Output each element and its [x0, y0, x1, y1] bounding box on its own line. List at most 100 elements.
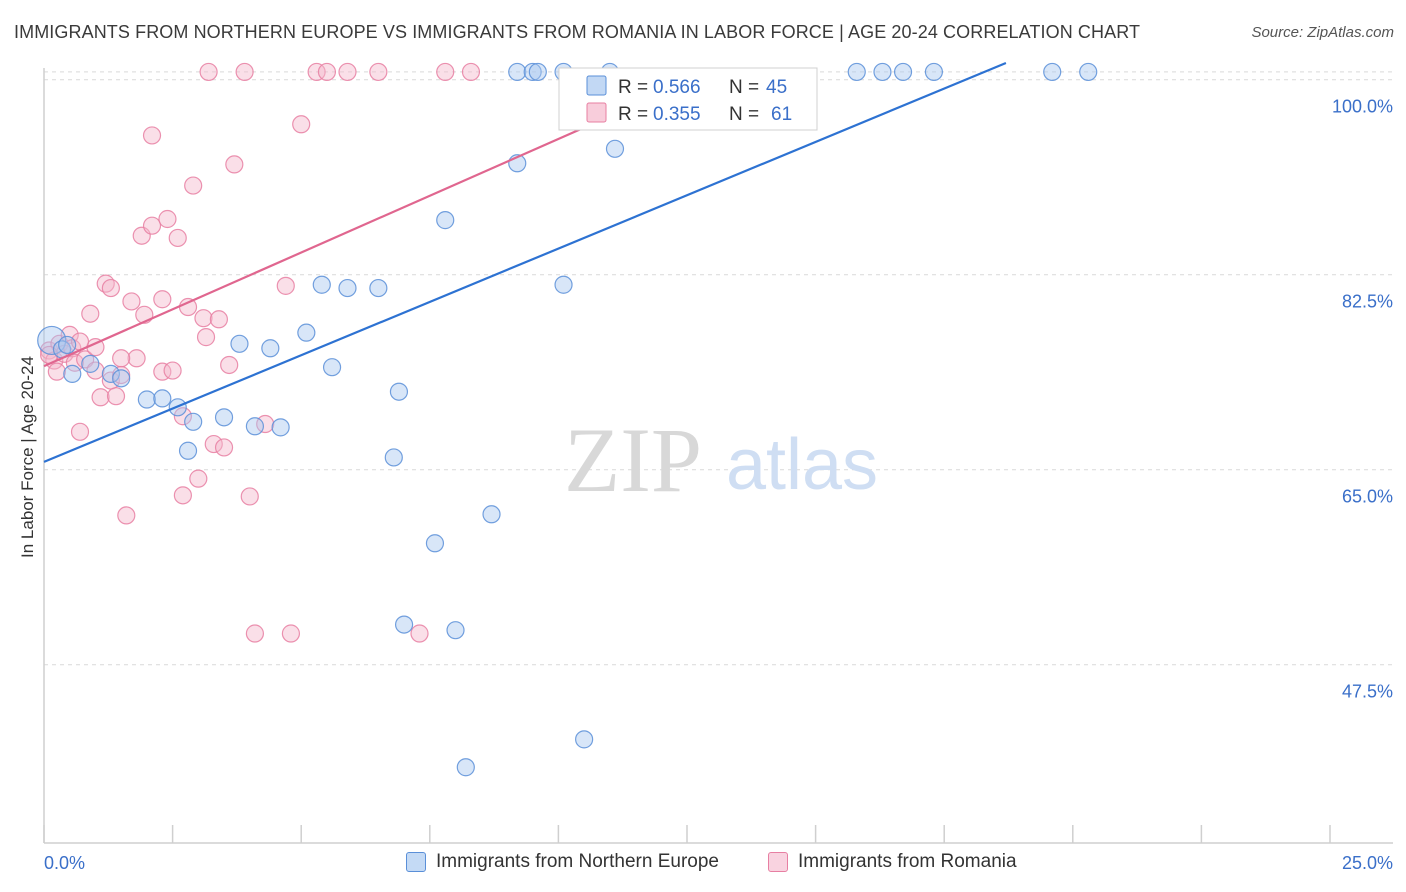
point-romania — [307, 62, 326, 82]
point-romania — [70, 422, 90, 441]
point-romania — [101, 278, 120, 298]
point-romania — [178, 297, 198, 317]
point-northern-europe — [554, 275, 573, 294]
point-romania — [122, 292, 141, 311]
legend-label-northern-europe: Immigrants from Northern Europe — [436, 851, 719, 872]
point-northern-europe — [137, 390, 156, 409]
point-romania — [184, 176, 203, 195]
legend-item-romania: Immigrants from Romania — [768, 851, 1017, 873]
legend-n-value-pink: 61 — [771, 104, 792, 125]
point-northern-europe — [369, 278, 388, 298]
point-romania — [196, 328, 216, 347]
legend-n-label-pink: N = — [729, 104, 764, 125]
grid-lines — [44, 71, 1393, 666]
point-northern-europe — [230, 334, 249, 353]
y-tick-label: 65.0% — [1342, 487, 1393, 507]
point-northern-europe — [523, 62, 542, 82]
tick-labels: 47.5% 65.0% 82.5% 100.0% 0.0% 25.0% — [44, 97, 1393, 873]
point-romania — [153, 290, 172, 309]
y-tick-label: 82.5% — [1342, 292, 1393, 312]
trend-line-northern-europe — [43, 61, 1007, 463]
point-romania — [281, 624, 301, 643]
point-romania — [209, 310, 228, 329]
point-northern-europe — [81, 354, 100, 373]
point-romania — [112, 349, 131, 368]
axes — [43, 68, 1393, 844]
point-romania — [158, 209, 177, 229]
point-romania — [317, 62, 337, 82]
point-northern-europe — [1079, 62, 1098, 82]
watermark: ZIP atlas — [564, 409, 878, 511]
point-northern-europe — [384, 448, 403, 467]
point-romania — [47, 362, 66, 381]
legend-swatch-blue — [586, 75, 607, 96]
point-northern-europe — [297, 323, 316, 342]
legend-r-value-blue: 0.566 — [653, 77, 701, 98]
series-legend: Immigrants from Northern Europe Immigran… — [0, 851, 1406, 877]
point-northern-europe — [425, 534, 445, 553]
stats-legend: R = 0.566 N = 45 R = 0.355 N = 61 — [558, 67, 818, 131]
legend-r-label-pink: R = — [618, 104, 653, 125]
legend-item-northern-europe: Immigrants from Northern Europe — [406, 851, 719, 873]
point-romania — [65, 353, 84, 372]
source-label: Source: ZipAtlas.com — [1251, 24, 1394, 41]
legend-r-label-blue: R = — [618, 77, 653, 98]
point-romania — [245, 624, 265, 643]
point-romania — [194, 309, 213, 328]
point-northern-europe — [63, 364, 82, 383]
legend-label-romania: Immigrants from Romania — [798, 851, 1017, 872]
point-northern-europe — [1043, 62, 1062, 82]
legend-swatch-romania — [768, 852, 788, 872]
legend-n-label-blue: N = — [729, 77, 764, 98]
point-romania — [225, 155, 244, 174]
point-northern-europe — [245, 417, 265, 436]
point-romania — [142, 126, 162, 145]
point-northern-europe — [528, 62, 547, 82]
y-tick-label: 47.5% — [1342, 682, 1393, 702]
point-romania — [338, 62, 357, 82]
point-romania — [410, 624, 429, 643]
watermark-atlas: atlas — [726, 425, 878, 505]
point-northern-europe — [322, 358, 342, 377]
point-romania — [292, 115, 311, 134]
point-northern-europe — [112, 369, 131, 388]
point-northern-europe — [924, 62, 944, 82]
point-northern-europe — [847, 62, 866, 82]
point-northern-europe — [153, 389, 172, 408]
point-northern-europe — [58, 335, 77, 355]
point-northern-europe — [214, 408, 234, 427]
point-romania — [142, 216, 162, 235]
y-axis-label: In Labor Force | Age 20-24 — [18, 356, 37, 558]
point-northern-europe — [184, 412, 203, 431]
point-northern-europe — [271, 418, 290, 437]
point-northern-europe — [446, 621, 465, 640]
legend-swatch-northern-europe — [406, 852, 426, 872]
point-romania — [369, 62, 388, 82]
point-romania — [163, 361, 182, 380]
point-northern-europe — [178, 441, 198, 460]
point-romania — [189, 469, 208, 488]
point-romania — [91, 388, 110, 407]
point-romania — [461, 62, 481, 82]
point-northern-europe — [312, 275, 331, 294]
point-romania — [173, 486, 192, 505]
point-northern-europe — [482, 505, 501, 524]
point-northern-europe — [508, 62, 527, 82]
watermark-zip: ZIP — [564, 409, 702, 511]
trend-lines — [43, 61, 1007, 463]
y-tick-label: 100.0% — [1332, 97, 1393, 117]
point-northern-europe — [389, 382, 409, 401]
x-tick-label-min: 0.0% — [44, 853, 85, 873]
x-tick-label-max: 25.0% — [1342, 853, 1393, 873]
point-romania — [199, 62, 218, 82]
legend-swatch-pink — [586, 102, 607, 123]
point-northern-europe — [873, 62, 892, 82]
point-romania — [235, 62, 254, 82]
point-northern-europe — [893, 62, 913, 82]
point-romania — [214, 438, 234, 457]
point-romania — [240, 487, 259, 506]
point-northern-europe — [394, 615, 414, 634]
point-romania — [106, 387, 126, 406]
legend-r-value-pink: 0.355 — [653, 104, 701, 125]
